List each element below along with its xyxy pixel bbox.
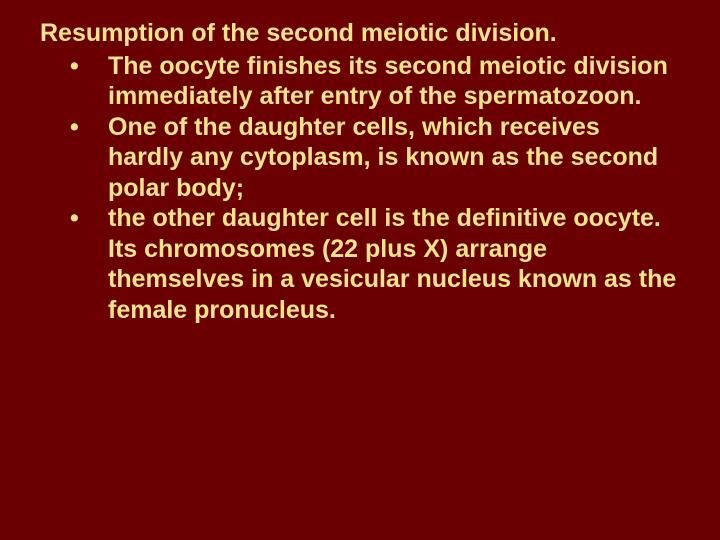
- list-item: the other daughter cell is the definitiv…: [108, 203, 680, 325]
- bullet-text: the other daughter cell is the definitiv…: [108, 204, 676, 324]
- list-item: The oocyte finishes its second meiotic d…: [108, 51, 680, 112]
- bullet-list: The oocyte finishes its second meiotic d…: [40, 51, 680, 326]
- bullet-text: One of the daughter cells, which receive…: [108, 113, 658, 202]
- bullet-text: The oocyte finishes its second meiotic d…: [108, 52, 668, 111]
- slide-container: Resumption of the second meiotic divisio…: [0, 0, 720, 540]
- list-item: One of the daughter cells, which receive…: [108, 112, 680, 204]
- slide-heading: Resumption of the second meiotic divisio…: [40, 18, 680, 49]
